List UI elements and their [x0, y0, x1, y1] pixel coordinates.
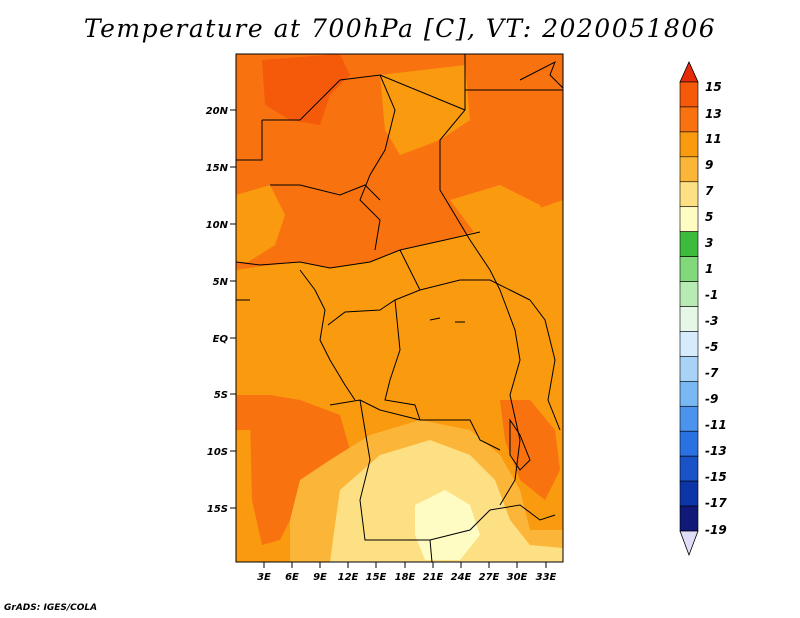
map-frame — [235, 53, 564, 563]
border-cameroon-car — [327, 249, 421, 326]
colorbar-label-9: 9 — [705, 158, 713, 172]
colorbar-label-m7: -7 — [705, 366, 719, 380]
lon-axis: 3E 6E 9E 12E 15E 18E 21E 24E 27E 30E 33E — [257, 562, 557, 583]
border-east-rift — [499, 289, 521, 506]
field-w-11 — [236, 395, 300, 430]
colorbar-cell — [679, 405, 699, 432]
colorbar-cell — [679, 381, 699, 407]
field-s-3 — [415, 490, 480, 560]
lat-label-15n: 15N — [206, 163, 229, 174]
lon-label-27e: 27E — [479, 572, 500, 583]
colorbar-label-7: 7 — [705, 184, 714, 198]
colorbar-bottom-triangle — [679, 530, 699, 557]
colorbar-cell — [679, 81, 699, 108]
colorbar-label-m3: -3 — [705, 314, 718, 328]
grads-credit: GrADS: IGES/COLA — [4, 603, 98, 613]
border-niger-nigeria — [262, 74, 396, 251]
lon-label-21e: 21E — [423, 572, 444, 583]
temperature-field — [236, 54, 563, 562]
lon-label-12e: 12E — [338, 572, 359, 583]
colorbar-label-m5: -5 — [705, 340, 718, 354]
lat-axis: 20N 15N 10N 5N EQ 5S 10S 15S — [206, 106, 236, 515]
lon-label-24e: 24E — [451, 572, 472, 583]
border-angola-drc — [329, 399, 421, 421]
lat-label-5n: 5N — [213, 277, 229, 288]
colorbar-cell — [679, 106, 699, 133]
colorbar-label-m11: -11 — [705, 418, 727, 432]
lat-label-5s: 5S — [214, 390, 228, 401]
colorbar-label-m19: -19 — [705, 523, 727, 537]
field-e-11 — [500, 400, 560, 500]
colorbar-label-m15: -15 — [705, 470, 727, 484]
colorbar-label-5: 5 — [705, 210, 713, 224]
border-congo-drc — [384, 299, 501, 451]
colorbar-label-3: 3 — [705, 236, 713, 250]
colorbar-label-1: 1 — [705, 262, 713, 276]
colorbar: 15 13 11 9 7 5 3 1 -1 -3 -5 -7 -9 -11 -1… — [679, 61, 727, 557]
colorbar-cell — [679, 156, 699, 183]
colorbar-cell — [679, 281, 699, 307]
border-west-africa — [236, 231, 481, 269]
colorbar-cell — [679, 231, 699, 257]
border-libya-chad — [379, 74, 466, 111]
field-sw-11 — [250, 400, 350, 545]
border-niger-south — [270, 184, 381, 201]
colorbar-label-m17: -17 — [705, 496, 727, 510]
field-pocket-9c — [450, 185, 555, 245]
lat-label-10n: 10N — [206, 220, 229, 231]
map-title: Temperature at 700hPa [C], VT: 202005180… — [83, 14, 717, 43]
colorbar-cell — [679, 181, 699, 208]
colorbar-label-13: 13 — [705, 107, 722, 121]
border-angola — [359, 399, 433, 562]
border-mali — [236, 120, 263, 161]
border-egypt-coast — [519, 60, 563, 89]
field-hot-13 — [262, 54, 350, 125]
lon-label-18e: 18E — [395, 572, 416, 583]
border-car-drc — [419, 279, 531, 301]
lon-label-33e: 33E — [536, 572, 557, 583]
border-chad-sudan — [439, 54, 501, 291]
river-congo — [429, 317, 465, 323]
country-borders — [236, 54, 563, 562]
colorbar-cell — [679, 256, 699, 282]
colorbar-cell — [679, 455, 699, 482]
lon-label-6e: 6E — [285, 572, 299, 583]
colorbar-cell — [679, 430, 699, 457]
colorbar-cell — [679, 131, 699, 158]
border-kenya-tanzania — [529, 299, 561, 431]
colorbar-label-15: 15 — [705, 80, 722, 94]
lat-label-eq: EQ — [213, 334, 229, 345]
field-pocket-9b — [236, 185, 285, 262]
colorbar-cell — [679, 206, 699, 232]
lon-label-30e: 30E — [507, 572, 528, 583]
lat-label-20n: 20N — [206, 106, 229, 117]
border-zambia — [429, 504, 556, 541]
colorbar-label-m1: -1 — [705, 288, 718, 302]
colorbar-cell — [679, 505, 699, 532]
field-pocket-9a — [380, 65, 470, 155]
lon-label-3e: 3E — [257, 572, 271, 583]
colorbar-cell — [679, 331, 699, 357]
colorbar-label-11: 11 — [705, 132, 722, 146]
coast-gulf — [299, 269, 356, 401]
lon-label-15e: 15E — [366, 572, 387, 583]
colorbar-cell — [679, 306, 699, 332]
colorbar-cell — [679, 356, 699, 382]
lat-label-10s: 10S — [207, 447, 228, 458]
lon-label-9e: 9E — [313, 572, 327, 583]
colorbar-top-triangle — [679, 61, 699, 83]
lake-tanganyika — [509, 418, 531, 471]
colorbar-label-m9: -9 — [705, 392, 718, 406]
lat-label-15s: 15S — [207, 504, 228, 515]
colorbar-label-m13: -13 — [705, 444, 727, 458]
colorbar-cell — [679, 480, 699, 507]
